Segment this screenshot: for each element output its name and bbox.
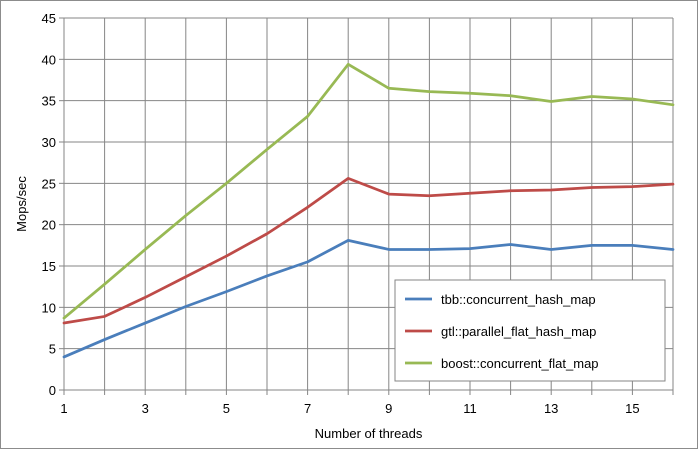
y-tick-label: 40 — [42, 52, 56, 67]
legend-label: tbb::concurrent_hash_map — [441, 292, 596, 307]
series-line-1 — [62, 238, 675, 359]
x-tick-label: 13 — [544, 401, 558, 416]
x-tick-label: 5 — [223, 401, 230, 416]
y-axis-title: Mops/sec — [14, 176, 29, 232]
y-tick-label: 30 — [42, 135, 56, 150]
y-tick-label: 20 — [42, 218, 56, 233]
series-lines — [62, 62, 675, 359]
x-tick-label: 9 — [385, 401, 392, 416]
x-tick-label: 11 — [463, 401, 477, 416]
y-tick-label: 35 — [42, 94, 56, 109]
y-tick-label: 5 — [49, 342, 56, 357]
y-tick-label: 45 — [42, 11, 56, 26]
legend: tbb::concurrent_hash_mapgtl::parallel_fl… — [394, 279, 666, 382]
y-tick-label: 25 — [42, 176, 56, 191]
y-tick-label: 0 — [49, 383, 56, 398]
y-tick-label: 10 — [42, 300, 56, 315]
x-tick-label: 3 — [142, 401, 149, 416]
x-axis-title: Number of threads — [315, 426, 423, 441]
legend-label: boost::concurrent_flat_map — [441, 356, 599, 371]
series-line-3 — [62, 62, 675, 320]
legend-label: gtl::parallel_flat_hash_map — [441, 324, 596, 339]
y-tick-label: 15 — [42, 259, 56, 274]
x-tick-label: 1 — [60, 401, 67, 416]
x-tick-label: 7 — [304, 401, 311, 416]
series-line-2 — [62, 176, 675, 325]
legend-box — [394, 279, 666, 382]
x-tick-label: 15 — [625, 401, 639, 416]
